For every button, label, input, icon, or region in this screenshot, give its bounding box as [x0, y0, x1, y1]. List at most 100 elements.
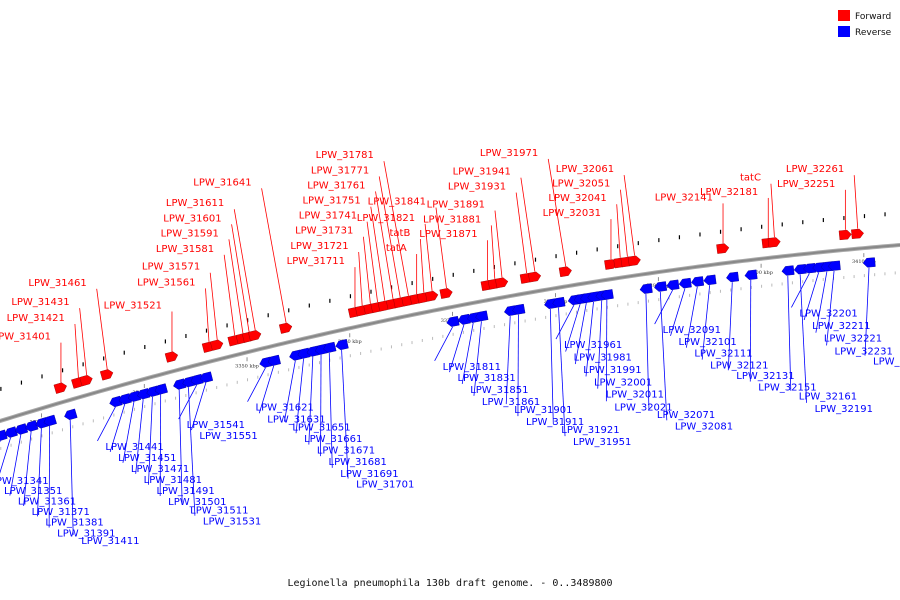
gene-arrow-lpw-32121[interactable] — [703, 274, 717, 286]
label-leader-line — [109, 404, 126, 452]
minor-tick-upper — [226, 323, 228, 328]
gene-arrow-lpw-32131[interactable] — [726, 271, 740, 283]
gene-arrow-lpw-31351[interactable] — [4, 426, 18, 439]
label-leader-line — [97, 406, 116, 442]
gene-label-lpw-31681: LPW_31681 — [329, 457, 387, 468]
gene-arrow-lpw-32251[interactable] — [838, 229, 852, 241]
label-leader-line — [9, 434, 22, 496]
label-leader-line — [494, 210, 503, 278]
gene-arrow-lpw-31641[interactable] — [278, 322, 293, 334]
gene-arrow-lpw-31411[interactable] — [63, 408, 78, 421]
gene-label-lpw-31481: LPW_31481 — [144, 475, 202, 486]
gene-arrow-lpw-31391[interactable] — [43, 414, 57, 427]
gene-arrow-lpw-32261[interactable] — [851, 228, 864, 239]
gene-label-lpw-31401: LPW_31401 — [0, 332, 51, 343]
minor-tick-upper — [617, 244, 619, 249]
gene-arrow-lpw-31811[interactable] — [446, 316, 460, 327]
gene-label-lpw-32181: LPW_32181 — [700, 187, 758, 198]
gene-arrow-lpw-31401[interactable] — [53, 382, 68, 394]
label-leader-line — [565, 303, 581, 352]
gene-label-lpw-31471: LPW_31471 — [131, 464, 189, 475]
label-leader-line — [449, 324, 465, 373]
legend: Forward Reverse — [838, 10, 892, 38]
minor-tick-upper — [164, 339, 166, 344]
gene-arrow-lpw-31571[interactable] — [210, 339, 224, 351]
label-leader-line — [574, 302, 587, 365]
gene-arrow-lpw-31891[interactable] — [495, 277, 509, 289]
gene-arrow-lpw-31611[interactable] — [248, 329, 262, 342]
minor-tick-upper — [637, 241, 639, 246]
gene-arrow-tatc[interactable] — [767, 237, 781, 248]
gene-arrow-lpw-31441[interactable] — [108, 395, 123, 408]
label-leader-line — [645, 293, 650, 409]
gene-label-lpw-31831: LPW_31831 — [457, 373, 515, 384]
minor-tick-lower — [175, 396, 177, 400]
gene-arrow-lpw-31521[interactable] — [164, 351, 179, 363]
gene-arrow-lpw-31861[interactable] — [475, 310, 489, 322]
gene-label-lpw-31501: LPW_31501 — [168, 497, 226, 508]
gene-label-lpw-32191: LPW_32191 — [815, 404, 873, 415]
label-leader-line — [295, 358, 304, 434]
minor-tick-lower — [442, 334, 444, 338]
gene-arrow-lpw-32021[interactable] — [600, 289, 614, 300]
minor-tick-lower — [164, 399, 166, 403]
gene-arrow-lpw-32071[interactable] — [639, 283, 653, 295]
gene-label-lpw-31411: LPW_31411 — [81, 536, 139, 547]
gene-arrow-lpw-31361[interactable] — [14, 423, 29, 436]
gene-arrow-lpw-31371[interactable] — [24, 420, 39, 432]
minor-tick-upper — [781, 222, 783, 227]
gene-arrow-lpw-32111[interactable] — [691, 276, 705, 287]
gene-label-lpw-32011: LPW_32011 — [606, 390, 664, 401]
gene-arrow-lpw-32241[interactable] — [862, 257, 876, 268]
gene-label-lpw-31621: LPW_31621 — [256, 403, 314, 414]
minor-tick-lower — [668, 296, 670, 300]
gene-label-lpw-31531: LPW_31531 — [203, 517, 261, 528]
label-leader-line — [419, 239, 425, 293]
gene-arrow-lpw-32101[interactable] — [678, 277, 692, 289]
gene-arrow-lpw-31971[interactable] — [558, 266, 572, 278]
gene-arrow-lpw-31501[interactable] — [154, 383, 168, 396]
gene-arrow-lpw-31951[interactable] — [552, 296, 566, 308]
gene-label-lpw-31511: LPW_31511 — [190, 506, 248, 517]
gene-arrow-lpw-31461[interactable] — [99, 368, 114, 381]
gene-arrow-lpw-32161[interactable] — [781, 265, 795, 276]
gene-arrow-lpw-31841[interactable] — [439, 288, 454, 299]
label-leader-line — [320, 354, 322, 457]
gene-arrow-lpw-32141[interactable] — [716, 243, 730, 254]
gene-label-lpw-31711: LPW_31711 — [287, 256, 345, 267]
gene-arrow-lpw-31551[interactable] — [199, 371, 214, 384]
minor-tick-lower — [596, 307, 598, 311]
label-leader-line — [558, 307, 566, 437]
minor-tick-upper — [41, 374, 43, 379]
gene-arrow-lpw-31911[interactable] — [512, 303, 526, 315]
gene-arrow-lpw-31701[interactable] — [335, 339, 349, 351]
label-leader-line — [188, 387, 196, 516]
minor-tick-upper — [349, 294, 352, 299]
gene-label-lpw-31551: LPW_31551 — [199, 431, 257, 442]
gene-arrow-lpw-32061[interactable] — [627, 255, 641, 267]
gene-label-lpw-31751: LPW_31751 — [302, 196, 360, 207]
minor-tick-lower — [750, 285, 752, 289]
minor-tick-lower — [576, 310, 578, 314]
label-leader-line — [209, 272, 218, 340]
minor-tick-lower — [781, 282, 783, 286]
gene-arrow-lpw-31431[interactable] — [79, 374, 94, 387]
minor-tick-lower — [288, 368, 290, 372]
label-leader-line — [261, 188, 287, 323]
gene-arrow-lpw-32231[interactable] — [827, 260, 841, 271]
label-leader-line — [585, 301, 594, 377]
gene-arrow-lpw-31631[interactable] — [267, 354, 281, 367]
gene-arrow-lpw-31341[interactable] — [0, 429, 8, 442]
label-leader-line — [383, 161, 409, 296]
gene-arrow-lpw-32151[interactable] — [744, 269, 758, 280]
gene-arrow-lpw-31941[interactable] — [527, 271, 542, 283]
gene-arrow-lpw-32081[interactable] — [654, 281, 668, 292]
gene-arrow-lpw-31821[interactable] — [425, 290, 439, 302]
minor-tick-lower — [123, 410, 125, 414]
minor-tick-upper — [740, 227, 742, 232]
gene-arrow-lpw-32091[interactable] — [666, 279, 680, 291]
gene-arrow-lpw-31691[interactable] — [322, 341, 337, 353]
minor-tick-upper — [205, 328, 208, 333]
label-leader-line — [799, 274, 808, 403]
